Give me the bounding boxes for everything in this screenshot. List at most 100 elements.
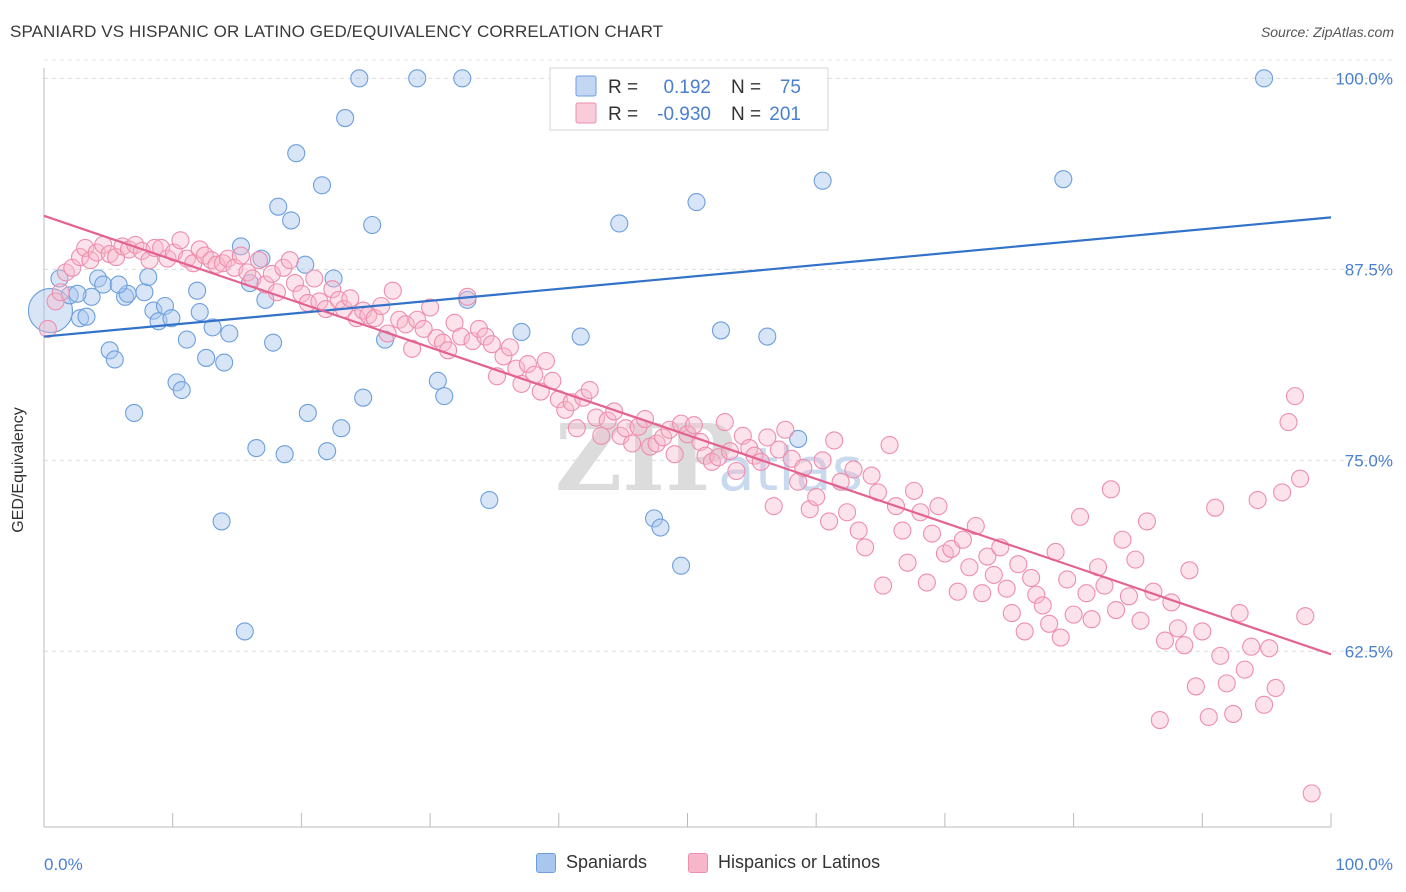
hispanics-point	[984, 565, 1003, 584]
spaniards-point	[220, 324, 239, 343]
hispanics-point	[1302, 784, 1321, 803]
hispanics-point	[580, 380, 599, 400]
stats-legend: R = 0.192 N = 75 R = -0.930 N = 201	[549, 67, 829, 131]
spaniards-point	[312, 176, 332, 195]
spaniards-point	[480, 490, 499, 510]
hispanics-point	[1168, 619, 1187, 638]
spaniards-point	[354, 388, 373, 407]
spaniards-point	[275, 445, 294, 464]
x-tick-label-max: 100.0%	[1335, 855, 1393, 874]
y-tick-label: 75.0%	[1345, 451, 1393, 470]
hispanics-point	[1051, 628, 1070, 647]
hispanics-point	[51, 283, 70, 302]
spaniards-point	[139, 267, 158, 287]
hispanics-point	[935, 544, 954, 563]
spaniards-point	[282, 211, 301, 230]
hispanics-point	[292, 284, 311, 303]
hispanics-point	[1082, 610, 1101, 629]
hispanics-point	[929, 497, 948, 516]
spaniards-point	[77, 307, 96, 326]
hispanics-point	[904, 481, 924, 500]
spaniards-point	[512, 322, 531, 342]
hispanics-point	[427, 329, 446, 348]
hispanics-point	[898, 553, 917, 572]
spaniards-point	[287, 144, 306, 163]
stats-swatch	[575, 102, 597, 124]
spaniards-point	[190, 303, 209, 322]
hispanics-point	[1230, 604, 1249, 623]
hispanics-point	[347, 309, 366, 328]
spaniards-point	[105, 350, 124, 369]
hispanics-point	[948, 582, 967, 601]
spaniards-point	[188, 281, 207, 300]
hispanics-point	[623, 434, 642, 453]
hispanics-point	[1002, 604, 1021, 623]
hispanics-point	[1217, 674, 1236, 693]
spaniards-point	[125, 403, 144, 422]
stats-swatch	[575, 75, 597, 97]
hispanics-point	[997, 579, 1016, 598]
legend-item-spaniards[interactable]: Spaniards	[536, 852, 647, 873]
hispanics-point	[1255, 695, 1274, 714]
hispanics-point	[1058, 570, 1077, 589]
hispanics-point	[665, 445, 684, 464]
hispanics-point	[893, 521, 912, 540]
legend-item-hispanics[interactable]: Hispanics or Latinos	[688, 852, 880, 873]
spaniards-point	[687, 193, 706, 212]
y-tick-label: 87.5%	[1345, 260, 1393, 279]
hispanics-point	[421, 298, 440, 317]
spaniards-points	[27, 69, 1274, 641]
hispanics-point	[776, 420, 795, 439]
hispanics-point	[1285, 387, 1305, 406]
hispanics-point	[1077, 584, 1096, 603]
hispanics-point	[880, 435, 899, 455]
stats-n-value: 201	[769, 104, 801, 125]
spaniards-point	[408, 69, 427, 88]
hispanics-point	[56, 263, 75, 282]
hispanics-point	[844, 460, 863, 479]
hispanics-point	[715, 413, 734, 432]
trend-lines	[43, 214, 1332, 656]
hispanics-point	[856, 538, 875, 557]
spaniards-point	[82, 287, 101, 306]
hispanics-point	[825, 431, 844, 450]
spaniards-point	[610, 214, 629, 233]
spaniards-point	[428, 371, 447, 390]
spaniards-point	[231, 237, 250, 256]
hispanics-point	[862, 466, 881, 485]
hispanics-point	[1113, 530, 1132, 549]
hispanics-point	[1015, 622, 1034, 641]
hispanics-point	[1260, 639, 1279, 658]
hispanics-point	[341, 289, 360, 308]
hispanics-point	[262, 264, 281, 283]
hispanics-point	[1235, 660, 1254, 679]
hispanics-point	[1211, 646, 1230, 665]
hispanics-point	[323, 280, 342, 299]
hispanics-point	[1107, 600, 1126, 620]
hispanics-point	[46, 292, 65, 311]
hispanics-point	[973, 584, 992, 603]
hispanics-point	[274, 258, 293, 277]
chart-title: SPANIARD VS HISPANIC OR LATINO GED/EQUIV…	[10, 22, 664, 41]
y-tick-label: 100.0%	[1335, 69, 1393, 88]
hispanics-points	[38, 231, 1321, 803]
hispanics-point	[1119, 587, 1138, 606]
hispanics-point	[1291, 469, 1310, 488]
hispanics-point	[605, 402, 624, 421]
hispanics-point	[1070, 507, 1090, 526]
legend-label-hispanics: Hispanics or Latinos	[718, 852, 881, 872]
spaniards-point	[1054, 170, 1073, 189]
x-tick-label-min: 0.0%	[44, 855, 83, 874]
spaniards-point	[70, 309, 90, 328]
hispanics-point	[849, 521, 868, 540]
hispanics-point	[383, 281, 402, 300]
hispanics-point	[1186, 677, 1205, 696]
hispanics-point	[720, 442, 740, 461]
spaniards-point	[1255, 69, 1274, 88]
hispanics-point	[684, 416, 703, 435]
hispanics-point	[567, 419, 586, 438]
spaniards-point	[264, 333, 283, 352]
spaniards-point	[350, 69, 369, 88]
hispanics-point	[231, 246, 250, 265]
